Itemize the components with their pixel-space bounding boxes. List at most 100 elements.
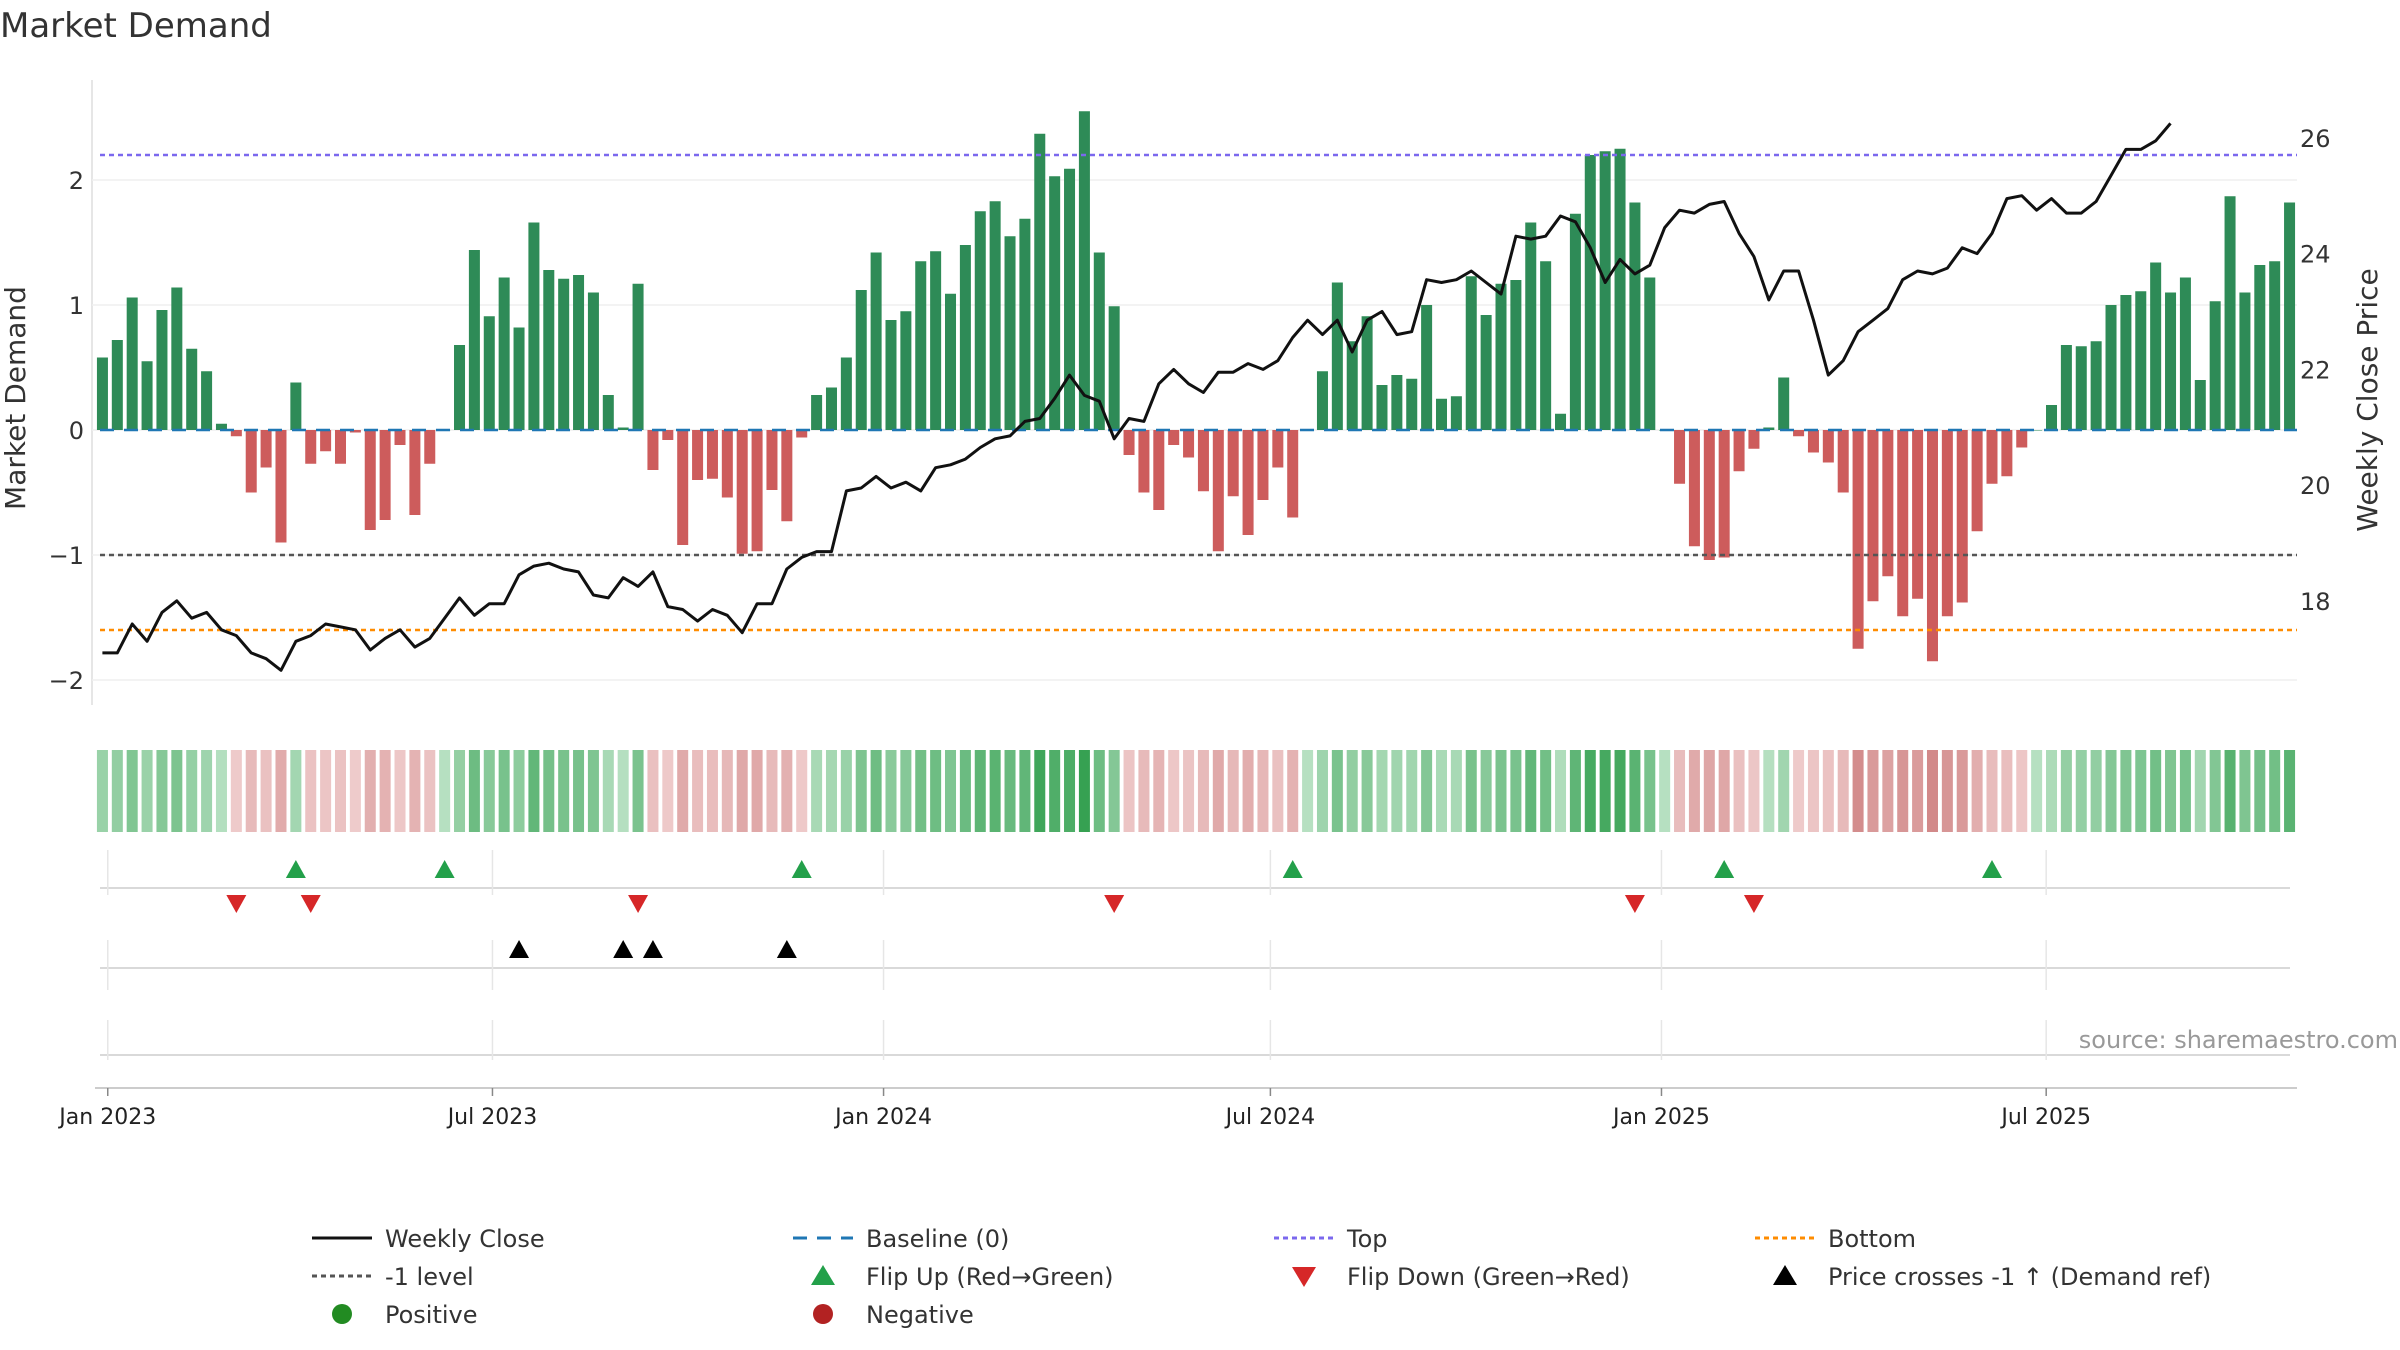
demand-strip-cell — [1748, 750, 1760, 832]
demand-bar — [1435, 398, 1447, 430]
demand-strip-cell — [647, 750, 659, 832]
demand-bar — [1495, 283, 1507, 430]
demand-bar — [1614, 148, 1626, 430]
demand-strip-cell — [781, 750, 793, 832]
demand-strip-cell — [1956, 750, 1968, 832]
source-label: source: sharemaestro.com — [2079, 1026, 2398, 1054]
demand-strip-cell — [2194, 750, 2206, 832]
demand-strip-cell — [1108, 750, 1120, 832]
demand-strip-cell — [2060, 750, 2072, 832]
demand-strip-cell — [1034, 750, 1046, 832]
demand-bar — [424, 430, 436, 464]
demand-strip-cell — [2165, 750, 2177, 832]
demand-bar — [1674, 430, 1686, 484]
demand-bar — [1450, 396, 1462, 430]
demand-bar — [1882, 430, 1894, 577]
demand-strip-cell — [2284, 750, 2296, 832]
demand-strip-cell — [2150, 750, 2162, 832]
demand-bar — [1034, 133, 1046, 430]
legend-item: Bottom — [1755, 1225, 1916, 1253]
x-tick-label: Jul 2025 — [1999, 1105, 2091, 1130]
demand-bar — [1748, 430, 1760, 449]
demand-bar — [2031, 430, 2043, 431]
demand-strip-cell — [1525, 750, 1537, 832]
demand-bar — [677, 430, 689, 545]
demand-bar — [409, 430, 421, 515]
y-right-tick-label: 18 — [2300, 588, 2331, 616]
demand-bar — [1510, 280, 1522, 430]
demand-strip-cell — [1287, 750, 1299, 832]
demand-bar — [111, 340, 123, 430]
demand-bar — [245, 430, 257, 493]
demand-bar — [230, 430, 242, 437]
demand-strip-cell — [1183, 750, 1195, 832]
demand-strip-cell — [111, 750, 123, 832]
demand-strip-cell — [825, 750, 837, 832]
legend-item: -1 level — [312, 1263, 474, 1291]
demand-strip-cell — [617, 750, 629, 832]
demand-strip-cell — [900, 750, 912, 832]
demand-strip-cell — [1450, 750, 1462, 832]
demand-color-strip — [96, 750, 2296, 832]
demand-bar — [305, 430, 317, 464]
demand-strip-cell — [1882, 750, 1894, 832]
flip-down-marker — [1104, 895, 1125, 913]
demand-strip-cell — [1197, 750, 1209, 832]
x-tick-label: Jan 2024 — [833, 1105, 932, 1130]
demand-bar — [260, 430, 272, 468]
legend-swatch — [811, 1265, 835, 1285]
demand-bar — [1465, 276, 1477, 430]
demand-strip-cell — [1718, 750, 1730, 832]
demand-strip-cell — [1733, 750, 1745, 832]
demand-strip-cell — [1971, 750, 1983, 832]
demand-strip-cell — [126, 750, 138, 832]
demand-strip-cell — [1599, 750, 1611, 832]
demand-bar — [1168, 430, 1180, 445]
legend-item: Positive — [332, 1301, 478, 1329]
demand-bar — [2194, 380, 2206, 430]
demand-strip-cell — [528, 750, 540, 832]
demand-bar — [201, 371, 213, 430]
demand-strip-cell — [1852, 750, 1864, 832]
demand-strip-cell — [736, 750, 748, 832]
demand-bar — [855, 290, 867, 430]
demand-strip-cell — [1926, 750, 1938, 832]
demand-bar — [1480, 315, 1492, 430]
demand-bar — [1525, 222, 1537, 430]
main-panel: −2 −1 0 1 2 18 20 22 24 26 — [49, 80, 2331, 705]
demand-bar — [945, 293, 957, 430]
demand-bar — [2239, 292, 2251, 430]
demand-bar — [1049, 176, 1061, 430]
price-cross-marker — [776, 940, 797, 958]
demand-strip-cell — [1272, 750, 1284, 832]
demand-bar — [1971, 430, 1983, 532]
demand-strip-cell — [930, 750, 942, 832]
demand-bar — [573, 275, 585, 430]
legend-item: Baseline (0) — [793, 1225, 1009, 1253]
demand-strip-cell — [1703, 750, 1715, 832]
demand-strip-cell — [677, 750, 689, 832]
price-cross-marker — [613, 940, 634, 958]
demand-strip-cell — [275, 750, 287, 832]
demand-strip-cell — [662, 750, 674, 832]
demand-strip-cell — [1480, 750, 1492, 832]
demand-strip-cell — [1540, 750, 1552, 832]
demand-bar — [706, 430, 718, 479]
legend-label: Flip Down (Green→Red) — [1347, 1263, 1630, 1291]
flip-up-marker — [434, 860, 455, 878]
demand-strip-cell — [1435, 750, 1447, 832]
demand-bar — [900, 311, 912, 430]
demand-bar — [1004, 236, 1016, 430]
demand-bar — [1644, 277, 1656, 430]
y-left-tick-label: −1 — [49, 542, 84, 570]
legend-label: -1 level — [385, 1263, 474, 1291]
demand-bar — [156, 310, 168, 430]
demand-bar — [2120, 295, 2132, 430]
demand-strip-cell — [1138, 750, 1150, 832]
demand-strip-cell — [796, 750, 808, 832]
demand-strip-cell — [1510, 750, 1522, 832]
legend-label: Negative — [866, 1301, 974, 1329]
demand-strip-cell — [364, 750, 376, 832]
demand-bar — [602, 395, 614, 430]
